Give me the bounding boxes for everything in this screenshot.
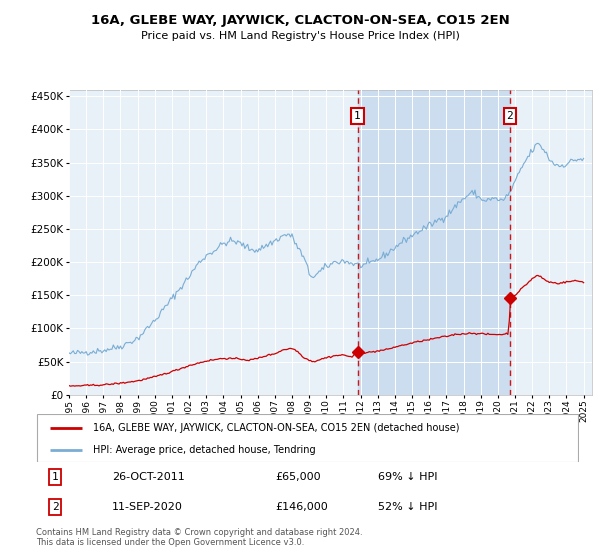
Text: 11-SEP-2020: 11-SEP-2020 [112,502,183,512]
Text: 16A, GLEBE WAY, JAYWICK, CLACTON-ON-SEA, CO15 2EN: 16A, GLEBE WAY, JAYWICK, CLACTON-ON-SEA,… [91,14,509,27]
Text: £146,000: £146,000 [275,502,328,512]
Text: £65,000: £65,000 [275,472,320,482]
Text: 52% ↓ HPI: 52% ↓ HPI [378,502,437,512]
Text: 26-OCT-2011: 26-OCT-2011 [112,472,185,482]
Text: 2: 2 [52,502,58,512]
FancyBboxPatch shape [37,414,578,462]
Text: 2: 2 [506,111,513,121]
Text: 1: 1 [354,111,361,121]
Text: 1: 1 [52,472,58,482]
Bar [358,90,510,395]
Text: 16A, GLEBE WAY, JAYWICK, CLACTON-ON-SEA, CO15 2EN (detached house): 16A, GLEBE WAY, JAYWICK, CLACTON-ON-SEA,… [93,423,460,433]
Text: 69% ↓ HPI: 69% ↓ HPI [378,472,437,482]
Text: HPI: Average price, detached house, Tendring: HPI: Average price, detached house, Tend… [93,445,316,455]
Text: Price paid vs. HM Land Registry's House Price Index (HPI): Price paid vs. HM Land Registry's House … [140,31,460,41]
Text: Contains HM Land Registry data © Crown copyright and database right 2024.
This d: Contains HM Land Registry data © Crown c… [36,528,362,547]
